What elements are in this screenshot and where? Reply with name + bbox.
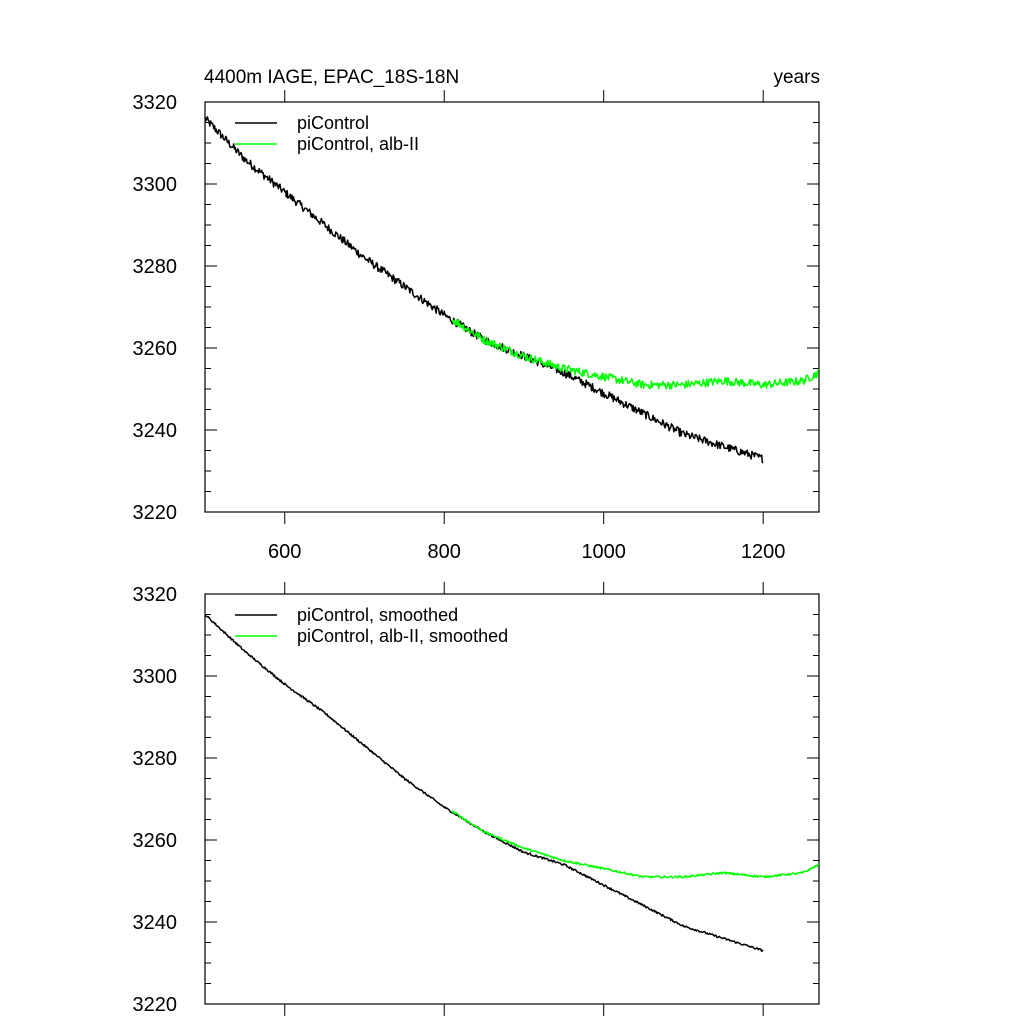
series-line-alb-ii <box>451 810 820 879</box>
series-line-picontrol <box>204 613 764 952</box>
y-tick-label: 3240 <box>133 912 178 934</box>
x-tick-label: 1200 <box>741 541 786 563</box>
y-tick-label: 3280 <box>133 748 178 770</box>
title-left: 4400m IAGE, EPAC_18S-18N <box>204 67 459 88</box>
series-line-alb-ii <box>451 318 820 390</box>
legend-label: piControl, smoothed <box>297 605 458 625</box>
y-tick-label: 3300 <box>133 666 178 688</box>
plot-frame <box>204 101 820 513</box>
plot-frame <box>204 593 820 1005</box>
series-line-picontrol <box>204 116 764 464</box>
x-tick-label: 600 <box>268 541 301 563</box>
y-tick-label: 3320 <box>133 92 178 114</box>
y-tick-label: 3300 <box>133 174 178 196</box>
y-tick-label: 3280 <box>133 256 178 278</box>
x-tick-label: 800 <box>428 541 461 563</box>
x-tick-label: 1000 <box>581 541 626 563</box>
y-tick-label: 3320 <box>133 584 178 606</box>
legend-label: piControl, alb-II <box>297 134 419 154</box>
y-tick-label: 3220 <box>133 502 178 524</box>
legend-label: piControl <box>297 113 369 133</box>
y-tick-label: 3220 <box>133 994 178 1016</box>
y-tick-label: 3240 <box>133 420 178 442</box>
y-tick-label: 3260 <box>133 830 178 852</box>
y-tick-label: 3260 <box>133 338 178 360</box>
legend-label: piControl, alb-II, smoothed <box>297 626 508 646</box>
bottom-panel: 3220 3240 3260 3280 3300 3320 piControl, smoo… <box>133 582 820 1016</box>
top-panel: 4400m IAGE, EPAC_18S-18N years 3220 3240 3… <box>133 67 821 563</box>
title-right: years <box>774 67 820 88</box>
